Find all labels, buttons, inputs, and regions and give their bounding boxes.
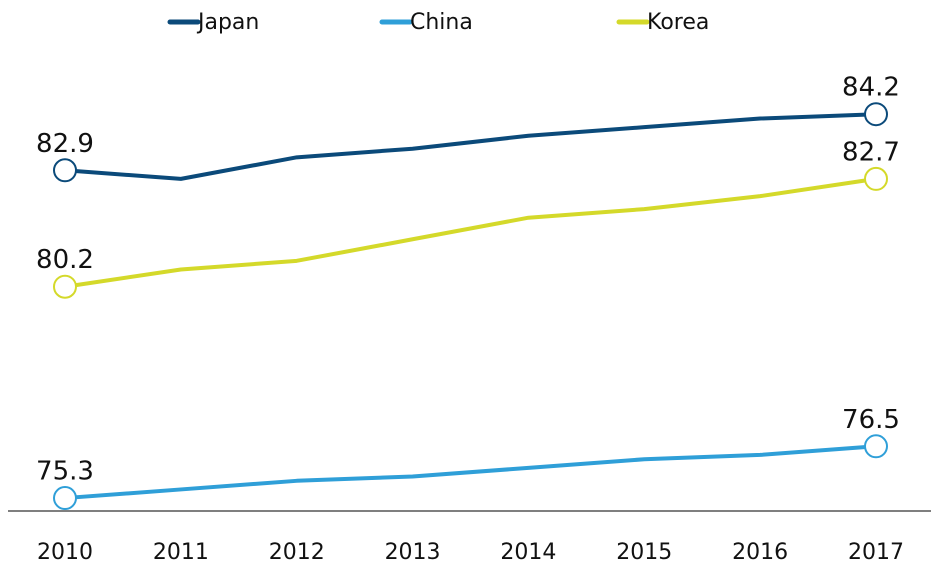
x-tick-label: 2016: [732, 540, 788, 565]
x-tick-label: 2013: [385, 540, 441, 565]
data-label: 80.2: [36, 245, 94, 275]
x-tick-label: 2014: [500, 540, 556, 565]
point-marker: [864, 102, 888, 127]
legend-label: China: [410, 10, 473, 35]
x-tick-label: 2011: [153, 540, 209, 565]
point-marker: [53, 486, 77, 511]
point-marker: [864, 434, 888, 459]
point-marker: [864, 166, 888, 191]
x-tick-label: 2012: [269, 540, 325, 565]
data-label: 84.2: [842, 73, 900, 103]
x-tick-label: 2010: [37, 540, 93, 565]
data-label: 76.5: [842, 405, 900, 435]
point-marker: [53, 158, 77, 183]
data-label: 82.9: [36, 129, 94, 159]
x-tick-label: 2015: [616, 540, 672, 565]
legend-label: Japan: [196, 10, 259, 35]
data-label: 82.7: [842, 137, 900, 167]
series-line: [64, 444, 877, 501]
data-label: 75.3: [36, 457, 94, 487]
series-line: [64, 176, 877, 289]
legend-label: Korea: [647, 10, 709, 35]
x-tick-label: 2017: [848, 540, 904, 565]
point-marker: [53, 274, 77, 299]
series-line: [64, 112, 877, 181]
